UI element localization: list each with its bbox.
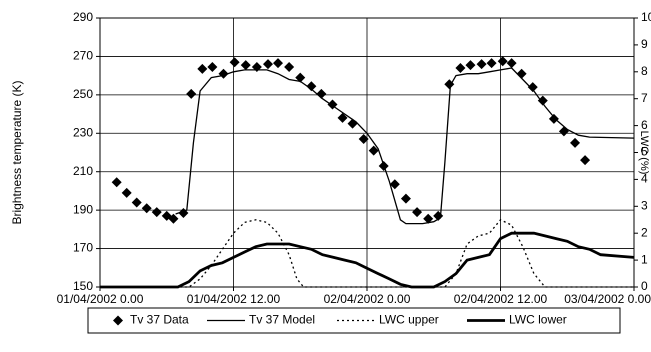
data-point — [131, 197, 142, 208]
y-tick-label: 290 — [73, 10, 93, 24]
data-point — [580, 155, 591, 166]
y-tick-label: 210 — [73, 164, 93, 178]
x-tick-label: 01/04/2002 12.00 — [187, 292, 281, 306]
y-tick-label: 170 — [73, 241, 93, 255]
y2-tick-label: 4 — [641, 172, 648, 186]
data-point — [207, 61, 218, 72]
y2-tick-label: 2 — [641, 225, 648, 239]
data-point — [506, 58, 517, 69]
y2-tick-label: 5 — [641, 145, 648, 159]
data-point — [423, 213, 434, 224]
data-point — [262, 59, 273, 70]
data-point — [111, 177, 122, 188]
data-point — [141, 203, 152, 214]
data-point — [465, 60, 476, 71]
data-point — [151, 207, 162, 218]
data-point — [548, 113, 559, 124]
data-point — [368, 145, 379, 156]
y2-axis-title: LWC (%) — [638, 131, 650, 175]
legend-symbol — [113, 315, 123, 326]
series-line — [100, 231, 635, 289]
legend-label: Tv 37 Data — [130, 313, 189, 327]
x-tick-label: 02/04/2002 0.00 — [324, 292, 411, 306]
y2-tick-label: 0 — [641, 279, 648, 293]
y2-tick-label: 9 — [641, 37, 648, 51]
data-point — [121, 187, 132, 198]
data-point — [389, 179, 400, 190]
data-point — [400, 193, 411, 204]
data-point — [537, 95, 548, 106]
data-point — [358, 134, 369, 145]
data-point — [476, 59, 487, 70]
data-point — [284, 61, 295, 72]
data-point — [240, 60, 251, 71]
data-point — [197, 63, 208, 74]
y2-tick-label: 10 — [641, 10, 651, 24]
data-point — [570, 137, 581, 148]
data-point — [295, 72, 306, 83]
data-point — [168, 213, 179, 224]
data-point — [273, 58, 283, 69]
y-tick-label: 250 — [73, 87, 93, 101]
data-point — [412, 207, 423, 218]
y2-tick-label: 1 — [641, 252, 648, 266]
data-point — [486, 58, 497, 69]
y2-tick-label: 6 — [641, 118, 648, 132]
legend-label: Tv 37 Model — [249, 313, 315, 327]
x-tick-label: 03/04/2002 0.00 — [564, 292, 651, 306]
series-line — [175, 67, 635, 225]
series-line — [100, 218, 634, 288]
y2-tick-label: 7 — [641, 91, 648, 105]
data-point — [229, 57, 240, 68]
y-tick-label: 270 — [73, 49, 93, 63]
legend-label: LWC lower — [509, 313, 567, 327]
data-point — [455, 62, 466, 73]
data-point — [497, 56, 508, 67]
data-point — [558, 126, 569, 137]
x-tick-label: 02/04/2002 12.00 — [454, 292, 548, 306]
y-tick-label: 230 — [73, 125, 93, 139]
x-tick-label: 01/04/2002 0.00 — [57, 292, 144, 306]
y-tick-label: 150 — [73, 279, 93, 293]
data-point — [337, 112, 348, 123]
data-point — [306, 81, 317, 92]
y2-tick-label: 8 — [641, 64, 648, 78]
legend-label: LWC upper — [379, 313, 439, 327]
y-axis-title: Brightness temperature (K) — [10, 80, 24, 224]
y-tick-label: 190 — [73, 202, 93, 216]
data-point — [186, 88, 197, 99]
y2-tick-label: 3 — [641, 198, 648, 212]
data-point — [516, 68, 527, 79]
data-point — [527, 82, 538, 93]
